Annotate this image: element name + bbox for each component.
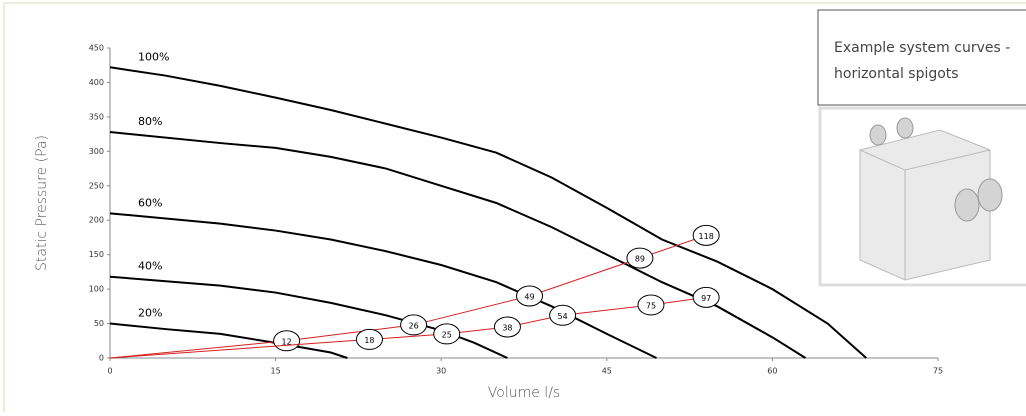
point-marker (692, 286, 720, 308)
y-tick-label: 300 (89, 147, 104, 156)
point-label: 49 (524, 293, 534, 302)
point-marker (400, 314, 428, 336)
y-tick-label: 350 (89, 112, 104, 121)
y-tick-label: 0 (99, 354, 104, 363)
fan-curve (109, 212, 657, 359)
point-label: 75 (646, 301, 656, 310)
fan-curve (109, 66, 867, 359)
y-tick-label: 400 (89, 78, 104, 87)
curve-label: 100% (138, 50, 169, 63)
point-marker (549, 304, 577, 326)
x-tick-label: 0 (107, 367, 112, 376)
point-label: 18 (364, 336, 374, 345)
y-tick-label: 450 (89, 44, 104, 53)
fan-curve (109, 275, 508, 359)
x-tick-label: 30 (436, 367, 446, 376)
x-tick-label: 75 (933, 367, 943, 376)
point-marker (692, 224, 720, 246)
point-label: 54 (558, 312, 568, 321)
point-marker (626, 247, 654, 269)
point-label: 12 (282, 337, 292, 346)
spigot (977, 178, 1003, 212)
point-label: 38 (502, 324, 512, 333)
curve-label: 60% (138, 196, 162, 209)
point-label: 97 (701, 294, 711, 303)
curve-label: 20% (138, 307, 162, 320)
caption-line: horizontal spigots (834, 66, 959, 82)
point-marker (493, 316, 521, 338)
point-label: 89 (635, 255, 645, 264)
frame (3, 2, 1026, 416)
point-marker (355, 328, 383, 350)
inset: Example system curves - horizontal spigo… (817, 9, 1026, 287)
y-tick-label: 100 (89, 285, 104, 294)
fan-curve (109, 322, 348, 359)
y-tick-label: 50 (94, 319, 104, 328)
point-label: 25 (442, 330, 452, 339)
x-axis-title: Volume l/s (488, 385, 560, 401)
product-body (859, 129, 991, 281)
point-label: 26 (409, 321, 419, 330)
product-edge (859, 149, 991, 280)
x-tick-label: 15 (271, 367, 281, 376)
y-tick-label: 150 (89, 250, 104, 259)
point-marker (433, 323, 461, 345)
curve-label: 40% (138, 260, 162, 273)
caption-box (817, 9, 1026, 106)
caption-line: Example system curves - (834, 40, 1010, 56)
spigot (869, 124, 887, 146)
point-marker (516, 285, 544, 307)
y-axis-title: Static Pressure (Pa) (34, 135, 50, 271)
x-tick-label: 60 (767, 367, 777, 376)
curve-label: 80% (138, 115, 162, 128)
y-tick-label: 200 (89, 216, 104, 225)
point-marker (637, 294, 665, 316)
plot: 0 50 100 150 200 250 300 350 400 450 0 15 30 45 60 75 10… (89, 44, 943, 376)
y-tick-label: 250 (89, 181, 104, 190)
spigot (896, 117, 914, 139)
spigot (954, 188, 980, 222)
fan-curve (109, 131, 807, 359)
point-label: 118 (699, 232, 714, 241)
x-tick-label: 45 (602, 367, 612, 376)
